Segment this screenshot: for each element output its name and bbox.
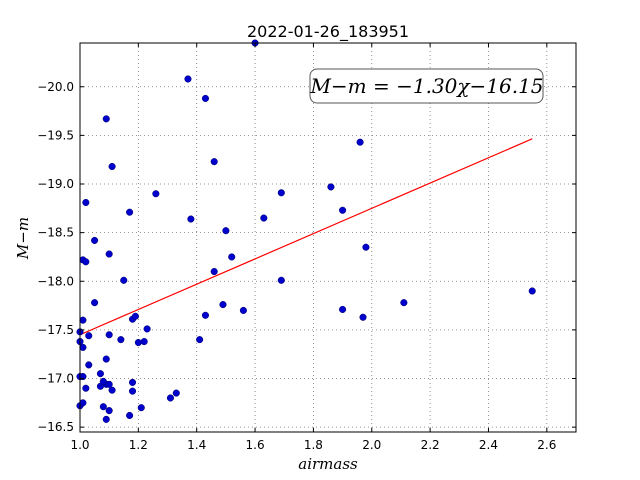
y-axis-label: M−m bbox=[14, 217, 32, 260]
x-tick-label: 1.8 bbox=[304, 438, 323, 452]
chart-title: 2022-01-26_183951 bbox=[247, 22, 409, 42]
data-point bbox=[102, 355, 110, 363]
y-tick-label: −17.0 bbox=[37, 372, 74, 386]
data-point bbox=[128, 387, 137, 395]
data-point bbox=[222, 227, 230, 235]
data-point bbox=[126, 411, 134, 420]
data-point bbox=[85, 332, 93, 340]
data-point bbox=[99, 403, 107, 411]
y-tick-label: −16.5 bbox=[37, 420, 74, 434]
data-point bbox=[102, 415, 110, 423]
data-point bbox=[117, 336, 125, 344]
data-point bbox=[356, 138, 364, 146]
data-point bbox=[196, 336, 204, 344]
data-point bbox=[137, 404, 145, 412]
data-point bbox=[166, 394, 174, 402]
x-tick-label: 1.2 bbox=[129, 438, 148, 452]
data-point bbox=[134, 338, 142, 347]
y-tick-label: −19.0 bbox=[37, 177, 74, 191]
data-point bbox=[79, 399, 87, 407]
data-point bbox=[339, 206, 347, 214]
data-point bbox=[400, 299, 408, 307]
data-point bbox=[105, 250, 113, 258]
data-point bbox=[96, 370, 104, 378]
y-tick-label: −18.5 bbox=[37, 226, 74, 240]
fit-equation-box: M−m = −1.30χ−16.15 bbox=[309, 68, 544, 104]
fit-line bbox=[79, 138, 533, 336]
data-point bbox=[108, 162, 116, 171]
data-point bbox=[528, 287, 536, 295]
data-point bbox=[277, 276, 285, 284]
data-point bbox=[210, 267, 218, 276]
data-point bbox=[228, 253, 236, 261]
data-point bbox=[108, 386, 116, 394]
x-tick-label: 1.4 bbox=[187, 438, 206, 452]
data-point bbox=[140, 338, 148, 346]
data-point bbox=[128, 378, 137, 386]
data-point bbox=[105, 380, 113, 388]
data-point bbox=[105, 331, 113, 339]
fit-equation: M−m = −1.30χ−16.15 bbox=[309, 74, 543, 98]
x-tick-label: 2.0 bbox=[362, 438, 381, 452]
data-point bbox=[184, 75, 192, 83]
data-point bbox=[339, 305, 347, 314]
data-point bbox=[187, 215, 195, 223]
x-tick-label: 1.0 bbox=[70, 438, 89, 452]
y-tick-label: −19.5 bbox=[37, 128, 74, 142]
data-point bbox=[359, 313, 367, 321]
axis-ticks: 1.0 1.2 1.4 1.6 1.8 2.0 2.2 2.4 2.6 −16.5 −17.0 −17… bbox=[37, 43, 576, 452]
data-point bbox=[210, 158, 218, 166]
annotation-frame bbox=[309, 68, 544, 104]
data-point bbox=[201, 94, 210, 102]
y-tick-label: −20.0 bbox=[37, 80, 74, 94]
data-point bbox=[82, 384, 90, 392]
data-point bbox=[91, 299, 99, 307]
data-point bbox=[327, 183, 335, 191]
y-tick-label: −17.5 bbox=[37, 323, 74, 337]
x-tick-label: 2.6 bbox=[537, 438, 556, 452]
data-point bbox=[362, 243, 370, 251]
data-point bbox=[152, 190, 160, 198]
fit-line-group bbox=[79, 138, 533, 336]
data-point bbox=[131, 312, 139, 320]
data-point bbox=[105, 407, 113, 415]
data-point bbox=[239, 306, 247, 314]
data-point bbox=[277, 189, 285, 197]
data-point bbox=[99, 377, 107, 385]
x-tick-label: 2.2 bbox=[421, 438, 440, 452]
x-tick-label: 2.4 bbox=[479, 438, 498, 452]
data-point bbox=[260, 214, 268, 222]
data-point bbox=[85, 361, 93, 369]
data-point bbox=[143, 325, 151, 333]
y-tick-label: −18.0 bbox=[37, 274, 74, 288]
x-axis-label: airmass bbox=[298, 455, 358, 473]
data-point bbox=[91, 236, 99, 244]
data-point bbox=[79, 316, 87, 324]
x-tick-label: 1.6 bbox=[246, 438, 265, 452]
data-point bbox=[201, 311, 210, 319]
data-point bbox=[82, 198, 90, 207]
data-point bbox=[102, 115, 110, 123]
plot-frame bbox=[79, 42, 577, 433]
data-point bbox=[79, 343, 87, 351]
data-point bbox=[172, 389, 180, 397]
data-point bbox=[126, 208, 134, 216]
data-point bbox=[219, 301, 227, 309]
data-point bbox=[120, 276, 128, 284]
data-point bbox=[82, 258, 90, 266]
